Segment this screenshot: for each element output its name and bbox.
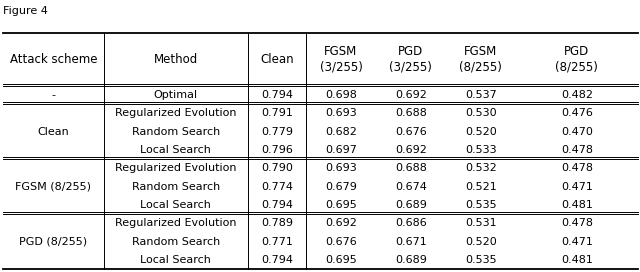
Text: 0.796: 0.796 [261,145,293,155]
Text: 0.471: 0.471 [561,237,593,247]
Text: Local Search: Local Search [140,200,211,210]
Text: 0.688: 0.688 [395,163,427,173]
Text: 0.674: 0.674 [395,182,427,192]
Text: 0.481: 0.481 [561,200,593,210]
Text: 0.692: 0.692 [325,218,357,228]
Text: FGSM (8/255): FGSM (8/255) [15,182,92,192]
Text: 0.520: 0.520 [465,126,497,137]
Text: 0.794: 0.794 [261,255,293,265]
Text: 0.695: 0.695 [325,200,357,210]
Text: Attack scheme: Attack scheme [10,53,97,66]
Text: Method: Method [154,53,198,66]
Text: 0.676: 0.676 [395,126,427,137]
Text: Clean: Clean [38,126,69,137]
Text: 0.671: 0.671 [395,237,427,247]
Text: 0.520: 0.520 [465,237,497,247]
Text: 0.774: 0.774 [261,182,293,192]
Text: 0.693: 0.693 [325,108,357,118]
Text: 0.682: 0.682 [325,126,357,137]
Text: Regularized Evolution: Regularized Evolution [115,163,237,173]
Text: Regularized Evolution: Regularized Evolution [115,218,237,228]
Text: Local Search: Local Search [140,255,211,265]
Text: 0.478: 0.478 [561,163,593,173]
Text: 0.530: 0.530 [465,108,497,118]
Text: 0.532: 0.532 [465,163,497,173]
Text: FGSM
(3/255): FGSM (3/255) [319,45,362,73]
Text: 0.791: 0.791 [261,108,293,118]
Text: 0.693: 0.693 [325,163,357,173]
Text: Optimal: Optimal [154,90,198,100]
Text: 0.789: 0.789 [261,218,293,228]
Text: 0.533: 0.533 [465,145,497,155]
Text: Random Search: Random Search [132,182,220,192]
Text: 0.476: 0.476 [561,108,593,118]
Text: 0.676: 0.676 [325,237,357,247]
Text: 0.531: 0.531 [465,218,497,228]
Text: 0.794: 0.794 [261,200,293,210]
Text: Figure 4: Figure 4 [3,6,48,16]
Text: 0.698: 0.698 [325,90,357,100]
Text: 0.779: 0.779 [261,126,293,137]
Text: Random Search: Random Search [132,237,220,247]
Text: PGD
(3/255): PGD (3/255) [389,45,432,73]
Text: 0.478: 0.478 [561,145,593,155]
Text: 0.679: 0.679 [325,182,357,192]
Text: 0.537: 0.537 [465,90,497,100]
Text: 0.771: 0.771 [261,237,293,247]
Text: -: - [51,90,55,100]
Text: Random Search: Random Search [132,126,220,137]
Text: 0.695: 0.695 [325,255,357,265]
Text: 0.794: 0.794 [261,90,293,100]
Text: 0.689: 0.689 [395,255,427,265]
Text: 0.692: 0.692 [395,90,427,100]
Text: PGD
(8/255): PGD (8/255) [556,45,598,73]
Text: 0.790: 0.790 [261,163,293,173]
Text: 0.689: 0.689 [395,200,427,210]
Text: 0.481: 0.481 [561,255,593,265]
Text: 0.482: 0.482 [561,90,593,100]
Text: 0.692: 0.692 [395,145,427,155]
Text: FGSM
(8/255): FGSM (8/255) [459,45,502,73]
Text: Regularized Evolution: Regularized Evolution [115,108,237,118]
Text: 0.535: 0.535 [465,255,497,265]
Text: 0.478: 0.478 [561,218,593,228]
Text: 0.470: 0.470 [561,126,593,137]
Text: Local Search: Local Search [140,145,211,155]
Text: Clean: Clean [260,53,294,66]
Text: PGD (8/255): PGD (8/255) [19,237,88,247]
Text: 0.697: 0.697 [325,145,357,155]
Text: 0.535: 0.535 [465,200,497,210]
Text: 0.688: 0.688 [395,108,427,118]
Text: 0.521: 0.521 [465,182,497,192]
Text: 0.471: 0.471 [561,182,593,192]
Text: 0.686: 0.686 [395,218,427,228]
